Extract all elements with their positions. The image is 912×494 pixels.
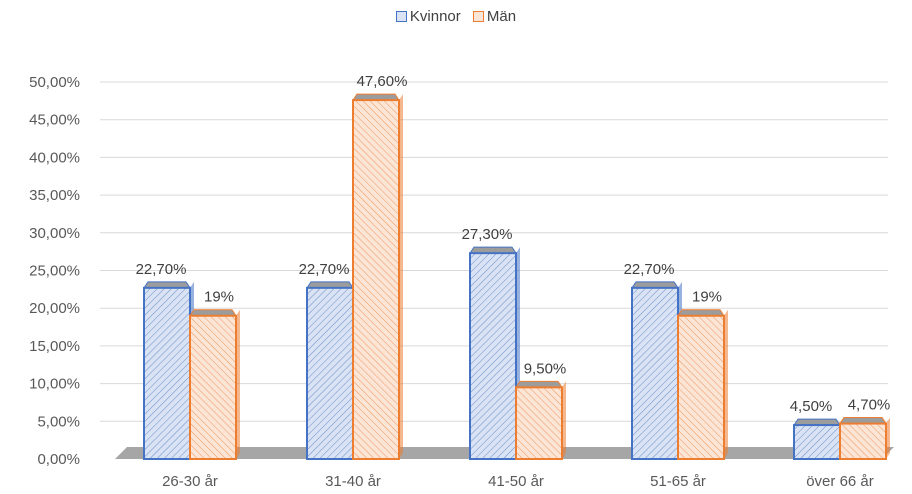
data-label: 22,70% [624,261,675,278]
data-label: 47,60% [357,73,408,90]
data-label: 22,70% [299,261,350,278]
bar-front-face [189,314,237,460]
legend-item-man: Män [472,8,517,25]
data-label: 22,70% [136,261,187,278]
bar-kvinnor [631,281,682,461]
bar-front-face [793,424,841,461]
data-label: 19% [692,289,722,306]
data-label: 19% [204,289,234,306]
x-tick-label: över 66 år [806,473,874,490]
x-tick-label: 51-65 år [650,473,706,490]
legend-label-kvinnor: Kvinnor [409,8,461,25]
data-label: 4,70% [848,397,891,414]
bar-front-face [352,99,400,460]
y-tick-label: 5,00% [37,413,80,430]
bar-front-face [515,386,563,460]
legend-label-man: Män [486,8,517,25]
data-label: 27,30% [462,226,513,243]
y-tick-label: 50,00% [29,74,80,91]
bar-front-face [469,252,517,460]
y-tick-label: 40,00% [29,149,80,166]
x-tick-label: 41-50 år [488,473,544,490]
legend-swatch-kvinnor [395,11,407,22]
bar-kvinnor [306,281,357,461]
y-tick-label: 10,00% [29,376,80,393]
y-tick-label: 0,00% [37,451,80,468]
bar-man [515,380,566,460]
y-tick-label: 45,00% [29,112,80,129]
x-tick-label: 26-30 år [162,473,218,490]
bar-front-face [143,286,191,461]
legend-swatch-man [472,11,484,22]
bar-man [677,309,728,460]
bar-front-face [839,422,887,461]
bar-front-face [631,286,679,461]
y-tick-label: 35,00% [29,187,80,204]
bar-man [839,417,890,461]
data-label: 4,50% [790,398,833,415]
bar-man [189,309,240,460]
y-tick-label: 30,00% [29,225,80,242]
bar-kvinnor [793,418,844,461]
bar-front-face [306,286,354,461]
y-tick-label: 15,00% [29,338,80,355]
bar-kvinnor [469,246,520,460]
bar-front-face [677,314,725,460]
legend-item-kvinnor: Kvinnor [395,8,461,25]
bar-man [352,93,403,460]
y-tick-label: 25,00% [29,263,80,280]
y-tick-label: 20,00% [29,300,80,317]
x-tick-label: 31-40 år [325,473,381,490]
bar-kvinnor [143,281,194,461]
chart-legend: Kvinnor Män [0,8,912,25]
data-label: 9,50% [524,360,567,377]
